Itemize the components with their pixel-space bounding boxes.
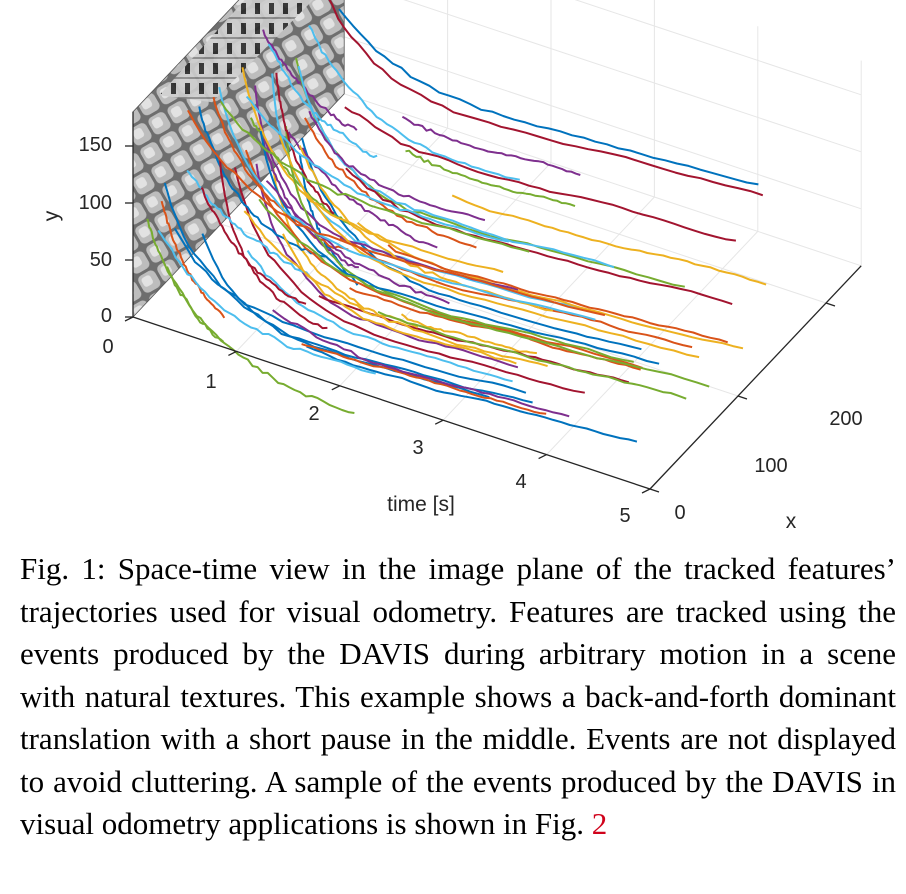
trajectory-line (451, 194, 767, 286)
y-axis-ticks: 150 100 50 0 (79, 134, 112, 327)
trajectory-line (219, 100, 530, 253)
time-tick-label: 1 (205, 371, 216, 393)
trajectory-line (166, 266, 355, 414)
trajectory-line (259, 130, 660, 365)
y-tick-label: 0 (101, 305, 112, 327)
grid-line (344, 36, 862, 210)
grid-line (308, 130, 827, 304)
axes (124, 111, 862, 494)
x-tick-label: 200 (829, 408, 862, 430)
trajectory-line (275, 72, 335, 215)
grid-line (344, 93, 862, 267)
trajectory-line (278, 134, 700, 359)
trajectory-line (163, 182, 527, 394)
trajectory-line (400, 313, 537, 355)
trajectory-line (258, 198, 710, 388)
trajectory-line (157, 229, 376, 375)
x-tick-label: 100 (754, 455, 787, 477)
y-tick-label: 50 (90, 249, 112, 271)
camera-frame-image (132, 0, 345, 319)
trajectory-line (241, 67, 504, 273)
trajectory-line (301, 343, 547, 415)
trajectory-line (267, 43, 378, 158)
time-tick-label: 2 (308, 403, 319, 425)
time-tick-label: 5 (619, 505, 630, 527)
trajectory-line (246, 250, 513, 383)
trajectory-line (306, 345, 638, 443)
trajectory-line (387, 244, 729, 344)
time-axis-label: time [s] (387, 493, 455, 516)
caption-text: Fig. 1: Space-time view in the image pla… (20, 551, 896, 841)
trajectory-line (405, 149, 576, 208)
trajectory-line (328, 0, 764, 197)
trajectory-line (344, 106, 737, 242)
y-tick-label: 150 (79, 134, 112, 156)
trajectory-line (265, 180, 450, 305)
trajectory-line (255, 163, 519, 369)
x-axis-ticks: 0 100 200 (674, 408, 862, 524)
feature-trajectories (146, 0, 767, 443)
grid-line (403, 0, 862, 153)
x-axis-label: x (786, 510, 797, 533)
figure-reference-link[interactable]: 2 (591, 806, 608, 841)
trajectory-line (401, 115, 581, 176)
trajectory-line (308, 110, 486, 222)
trajectory-line (338, 8, 759, 186)
trajectory-line (245, 95, 510, 243)
time-tick-label: 4 (515, 471, 526, 493)
time-tick-label: 0 (102, 336, 113, 358)
trajectory-line (287, 131, 438, 249)
y-tick-label: 100 (79, 192, 112, 214)
trajectory-line (198, 106, 326, 258)
figure-caption: Fig. 1: Space-time view in the image pla… (20, 548, 896, 846)
time-axis-line (132, 316, 651, 490)
trajectory-line (218, 86, 596, 321)
image-plane-facade (159, 0, 314, 103)
trajectory-line (272, 309, 570, 418)
trajectory-line (297, 65, 615, 269)
x-tick-label: 0 (674, 502, 685, 524)
trajectory-line (243, 210, 548, 368)
grid-line (574, 0, 862, 96)
grid-line (220, 223, 739, 397)
y-axis-label: y (40, 210, 63, 221)
trajectory-line (160, 200, 226, 319)
time-tick-label: 3 (412, 437, 423, 459)
trajectory-line (187, 109, 606, 317)
trajectory-line (377, 310, 687, 400)
trajectory-line (308, 24, 520, 181)
trajectory-line (285, 126, 634, 363)
time-axis-ticks: 0 1 2 3 4 5 (102, 336, 630, 527)
trajectory-line (301, 137, 642, 351)
trajectory-line (200, 186, 307, 305)
trajectory-plot: 150 100 50 0 y 0 1 2 3 4 5 time [s] 0 10… (40, 0, 863, 533)
